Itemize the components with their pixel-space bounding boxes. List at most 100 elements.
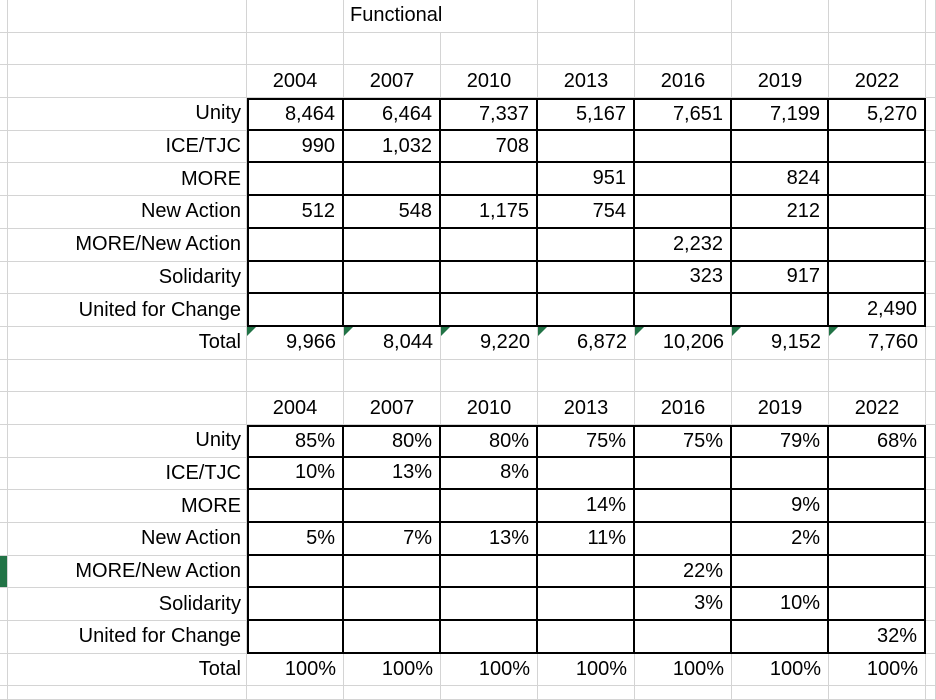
total-value[interactable]: 9,152	[732, 326, 829, 360]
empty-cell[interactable]	[732, 0, 829, 33]
value-cell[interactable]: 990	[247, 130, 344, 164]
value-cell[interactable]	[635, 130, 732, 164]
value-cell[interactable]: 10%	[732, 588, 829, 622]
value-cell[interactable]	[829, 228, 926, 262]
value-cell[interactable]	[344, 163, 441, 197]
value-cell[interactable]	[538, 261, 635, 295]
value-cell[interactable]	[247, 294, 344, 327]
value-cell[interactable]: 68%	[829, 424, 926, 458]
value-cell[interactable]	[732, 555, 829, 589]
value-cell[interactable]	[538, 130, 635, 164]
empty-cell[interactable]	[538, 686, 635, 700]
row-label[interactable]: New Action	[8, 523, 247, 556]
empty-cell[interactable]	[829, 32, 926, 66]
total-value[interactable]: 100%	[538, 653, 635, 687]
value-cell[interactable]: 212	[732, 196, 829, 229]
value-cell[interactable]	[441, 588, 538, 622]
value-cell[interactable]	[247, 621, 344, 654]
table-title[interactable]: Functional	[344, 0, 538, 33]
row-label[interactable]: Solidarity	[8, 588, 247, 622]
total-value[interactable]: 8,044	[344, 326, 441, 360]
year-header[interactable]: 2010	[441, 65, 538, 99]
value-cell[interactable]: 6,464	[344, 98, 441, 131]
value-cell[interactable]: 951	[538, 163, 635, 197]
empty-cell[interactable]	[441, 686, 538, 700]
value-cell[interactable]: 754	[538, 196, 635, 229]
value-cell[interactable]: 75%	[538, 424, 635, 458]
empty-cell[interactable]	[732, 359, 829, 393]
empty-cell[interactable]	[344, 686, 441, 700]
total-value[interactable]: 100%	[441, 653, 538, 687]
value-cell[interactable]	[732, 621, 829, 654]
value-cell[interactable]: 2,232	[635, 228, 732, 262]
empty-cell[interactable]	[8, 359, 247, 393]
value-cell[interactable]	[441, 163, 538, 197]
total-value[interactable]: 9,966	[247, 326, 344, 360]
value-cell[interactable]: 1,175	[441, 196, 538, 229]
value-cell[interactable]	[441, 555, 538, 589]
total-value[interactable]: 100%	[635, 653, 732, 687]
empty-cell[interactable]	[441, 32, 538, 66]
value-cell[interactable]: 824	[732, 163, 829, 197]
total-value[interactable]: 100%	[344, 653, 441, 687]
value-cell[interactable]: 14%	[538, 490, 635, 523]
empty-cell[interactable]	[538, 359, 635, 393]
value-cell[interactable]: 7,651	[635, 98, 732, 131]
year-header[interactable]: 2004	[247, 65, 344, 99]
empty-cell[interactable]	[247, 0, 344, 33]
value-cell[interactable]	[732, 457, 829, 491]
value-cell[interactable]	[538, 588, 635, 622]
empty-cell[interactable]	[635, 32, 732, 66]
empty-cell[interactable]	[829, 0, 926, 33]
value-cell[interactable]	[247, 163, 344, 197]
value-cell[interactable]	[441, 261, 538, 295]
row-label[interactable]: MORE/New Action	[8, 555, 247, 589]
year-header[interactable]: 2019	[732, 392, 829, 425]
row-label[interactable]: United for Change	[8, 294, 247, 327]
row-label[interactable]: MORE	[8, 490, 247, 523]
value-cell[interactable]: 11%	[538, 523, 635, 556]
total-value[interactable]: 7,760	[829, 326, 926, 360]
value-cell[interactable]: 75%	[635, 424, 732, 458]
empty-cell[interactable]	[635, 0, 732, 33]
year-header[interactable]: 2019	[732, 65, 829, 99]
value-cell[interactable]: 8%	[441, 457, 538, 491]
value-cell[interactable]: 323	[635, 261, 732, 295]
empty-cell[interactable]	[635, 686, 732, 700]
empty-cell[interactable]	[829, 686, 926, 700]
value-cell[interactable]	[829, 588, 926, 622]
empty-cell[interactable]	[829, 359, 926, 393]
value-cell[interactable]	[829, 490, 926, 523]
value-cell[interactable]	[441, 490, 538, 523]
year-header[interactable]: 2016	[635, 392, 732, 425]
value-cell[interactable]: 13%	[344, 457, 441, 491]
value-cell[interactable]	[635, 457, 732, 491]
value-cell[interactable]	[732, 228, 829, 262]
value-cell[interactable]	[344, 294, 441, 327]
value-cell[interactable]	[538, 621, 635, 654]
value-cell[interactable]	[635, 294, 732, 327]
value-cell[interactable]: 79%	[732, 424, 829, 458]
value-cell[interactable]	[344, 228, 441, 262]
value-cell[interactable]	[635, 490, 732, 523]
empty-cell[interactable]	[247, 359, 344, 393]
value-cell[interactable]	[829, 130, 926, 164]
value-cell[interactable]	[344, 261, 441, 295]
value-cell[interactable]: 13%	[441, 523, 538, 556]
year-header[interactable]: 2004	[247, 392, 344, 425]
empty-cell[interactable]	[344, 359, 441, 393]
empty-cell[interactable]	[8, 32, 247, 66]
total-label[interactable]: Total	[8, 653, 247, 687]
empty-cell[interactable]	[8, 65, 247, 99]
row-label[interactable]: United for Change	[8, 621, 247, 654]
value-cell[interactable]: 7,337	[441, 98, 538, 131]
empty-cell[interactable]	[8, 392, 247, 425]
total-value[interactable]: 100%	[829, 653, 926, 687]
year-header[interactable]: 2022	[829, 65, 926, 99]
row-label[interactable]: ICE/TJC	[8, 457, 247, 491]
empty-cell[interactable]	[732, 686, 829, 700]
year-header[interactable]: 2016	[635, 65, 732, 99]
value-cell[interactable]	[344, 588, 441, 622]
empty-cell[interactable]	[441, 359, 538, 393]
value-cell[interactable]: 917	[732, 261, 829, 295]
